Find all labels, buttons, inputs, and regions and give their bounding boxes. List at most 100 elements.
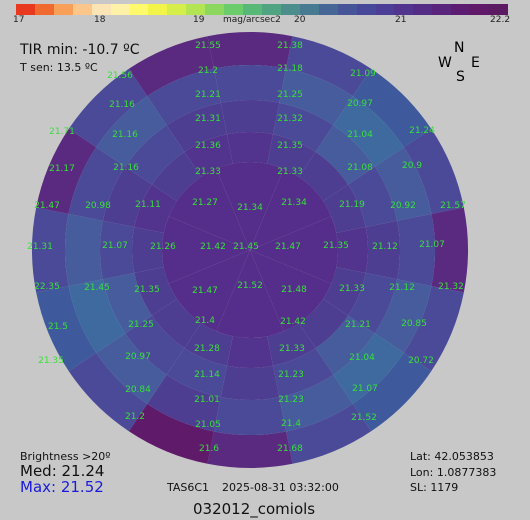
sky-sector (100, 220, 135, 280)
colorbar-segment (72, 4, 92, 15)
sensor-temperature: T sen: 13.5 ºC (20, 61, 98, 74)
colorbar-segment (91, 4, 111, 15)
sky-cell-value: 21.35 (323, 241, 349, 251)
sky-sector (207, 431, 293, 468)
compass-west: W (438, 55, 452, 71)
latitude: Lat: 42.053853 (410, 450, 494, 463)
sky-sector (168, 168, 250, 250)
sky-sector (333, 96, 404, 167)
colorbar-segment (243, 4, 262, 15)
colorbar (16, 4, 508, 15)
sky-cell-value: 21.28 (194, 344, 220, 354)
sky-sector (323, 184, 366, 233)
colorbar-segment (280, 4, 300, 15)
sky-cell-value: 21.38 (277, 41, 303, 51)
sky-cell-value: 21.56 (107, 71, 133, 81)
sky-value-labels: 21.55 21.38 21.56 21.2 21.18 21.09 21.16 21.21 2… (27, 41, 466, 454)
colorbar-segment (224, 4, 244, 15)
sky-cell-value: 21.52 (237, 281, 263, 291)
sky-cell-value: 20.97 (125, 352, 151, 362)
sky-cell-value: 21.14 (194, 370, 220, 380)
sky-sector (365, 220, 401, 280)
sky-cell-value: 21.4 (195, 316, 215, 326)
site-elevation: SL: 1179 (410, 481, 459, 494)
sky-sector (298, 298, 349, 349)
colorbar-segment (110, 4, 130, 15)
sky-sector (96, 96, 167, 167)
capture-datetime: 2025-08-31 03:32:00 (222, 481, 339, 494)
sky-sector (128, 36, 214, 97)
sky-cell-value: 21.55 (195, 41, 221, 51)
colorbar-segment (470, 4, 490, 15)
sky-sector (352, 68, 432, 148)
colorbar-segment (16, 4, 35, 15)
sky-sector (273, 102, 334, 152)
colorbar-tick-20: 20 (294, 15, 306, 25)
sky-sector (226, 132, 274, 164)
sky-cell-value: 20.84 (125, 385, 151, 395)
colorbar-segment (53, 4, 73, 15)
sky-cell-value: 21.01 (194, 395, 220, 405)
sky-cell-value: 21.18 (277, 64, 303, 74)
sky-sector (132, 226, 164, 274)
sky-sector (286, 403, 372, 464)
sky-sector (403, 286, 464, 372)
sky-cell-value: 21.07 (102, 241, 128, 251)
sky-sector (166, 348, 227, 398)
colorbar-segment (167, 4, 187, 15)
sky-cell-value: 21.25 (128, 320, 154, 330)
sky-sector (216, 162, 284, 250)
sky-sector (216, 250, 284, 338)
sky-cell-value: 21.47 (34, 201, 60, 211)
sky-sector (279, 374, 353, 432)
sky-sector (279, 68, 353, 126)
sky-cell-value: 21.24 (409, 126, 435, 136)
compass-south: S (456, 69, 465, 85)
sky-sector (151, 151, 202, 202)
colorbar-tick-21: 21 (395, 15, 407, 25)
sky-sector (220, 100, 280, 135)
file-name: 032012_comiols (193, 500, 316, 518)
sky-cell-value: 21.04 (347, 130, 373, 140)
sky-sector (250, 216, 338, 284)
colorbar-unit: mag/arcsec2 (223, 15, 281, 25)
sky-sector (220, 365, 280, 400)
sky-sector (286, 36, 372, 97)
colorbar-segment (356, 4, 376, 15)
sky-cell-value: 21.19 (339, 200, 365, 210)
sky-cell-value: 21.42 (200, 242, 226, 252)
sky-cell-value: 21.05 (195, 420, 221, 430)
sky-rings (32, 32, 468, 468)
sky-cell-value: 21.16 (113, 163, 139, 173)
sky-cell-value: 20.9 (402, 161, 422, 171)
sky-cell-value: 21.16 (109, 100, 135, 110)
sky-cell-value: 21.33 (279, 344, 305, 354)
sky-sector (168, 250, 250, 332)
colorbar-segment (186, 4, 206, 15)
sky-sector (323, 267, 366, 316)
sky-sector (315, 125, 375, 185)
sky-sector (273, 348, 334, 398)
sky-cell-value: 21.16 (112, 130, 138, 140)
sky-cell-value: 21.71 (49, 127, 75, 137)
sky-sector (125, 315, 185, 375)
colorbar-tick-17: 17 (13, 15, 25, 25)
sky-sector (250, 250, 332, 332)
colorbar-tick-18: 18 (94, 15, 106, 25)
sky-cell-value: 21.04 (349, 353, 375, 363)
median-brightness: Med: 21.24 (20, 462, 105, 480)
sky-cell-value: 21.31 (195, 114, 221, 124)
sky-cell-value: 21.34 (237, 203, 263, 213)
colorbar-segment (148, 4, 168, 15)
sky-sector (352, 352, 432, 432)
sky-cell-value: 20.72 (408, 356, 434, 366)
sky-cell-value: 21.07 (419, 240, 445, 250)
tir-min: TIR min: -10.7 ºC (20, 42, 140, 58)
sky-sector (374, 147, 432, 221)
sky-sector (184, 134, 233, 177)
sky-cell-value: 21.27 (192, 198, 218, 208)
brightness-threshold: Brightness >20º (20, 450, 111, 463)
sky-cell-value: 21.11 (135, 200, 161, 210)
sky-sector (68, 147, 126, 221)
